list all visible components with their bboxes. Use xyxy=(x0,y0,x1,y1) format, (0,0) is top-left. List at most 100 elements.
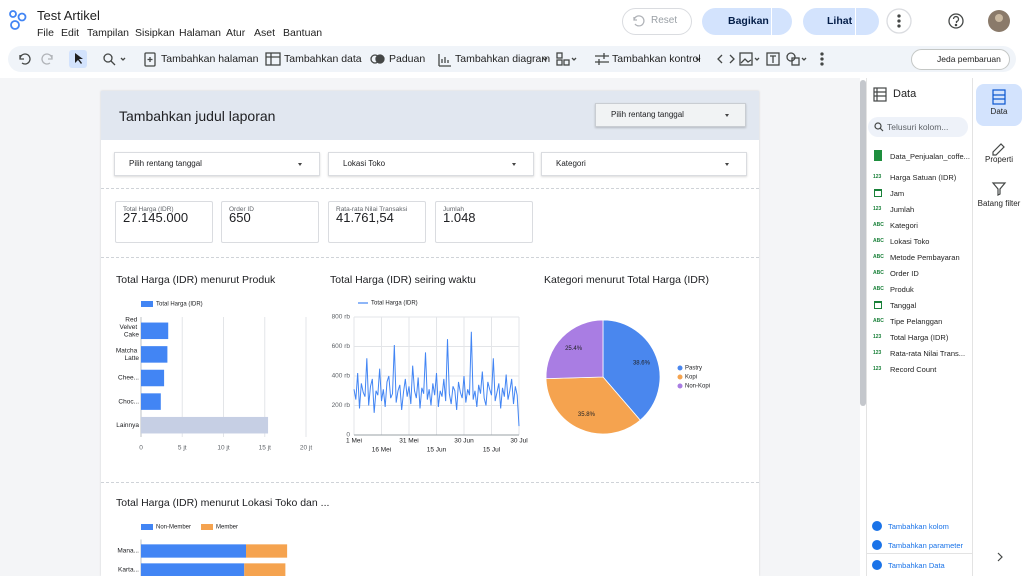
share-button[interactable] xyxy=(702,8,792,35)
filter-label: Kategori xyxy=(556,159,586,168)
field-date-icon xyxy=(874,189,882,197)
scorecard-value: 41.761,54 xyxy=(336,210,394,225)
field-name[interactable]: Total Harga (IDR) xyxy=(890,332,949,342)
field-name[interactable]: Rata-rata Nilai Trans... xyxy=(890,348,966,358)
field-type-icon: 123 xyxy=(873,174,882,180)
search-box[interactable] xyxy=(868,117,968,137)
scorecard-label: Order ID xyxy=(229,205,254,213)
scorecard[interactable] xyxy=(435,201,533,243)
logo xyxy=(9,10,27,30)
rail-label[interactable]: Properti xyxy=(984,155,1013,164)
plus-icon xyxy=(872,540,882,550)
field-type-icon: 123 xyxy=(873,206,882,212)
field-name[interactable]: Order ID xyxy=(890,268,919,278)
plus-icon xyxy=(872,521,882,531)
scorecard[interactable] xyxy=(328,201,426,243)
rail-active-tile[interactable] xyxy=(976,84,1022,126)
field-type-icon: ABC xyxy=(873,238,884,244)
panel-link[interactable]: Tambahkan Data xyxy=(888,560,945,570)
panel-divider xyxy=(866,553,973,554)
panel-title: Data xyxy=(893,88,917,100)
pause-button[interactable] xyxy=(911,49,1010,70)
field-date-icon xyxy=(874,301,882,309)
toolbar-button[interactable]: Tambahkan diagram xyxy=(455,52,551,65)
scorecard-label: Rata-rata Nilai Transaksi xyxy=(336,205,408,213)
report-title[interactable]: Tambahkan judul laporan xyxy=(119,108,276,124)
scrollbar[interactable] xyxy=(860,80,866,406)
share-divider xyxy=(771,8,772,35)
field-name[interactable]: Jam xyxy=(890,188,905,198)
scorecard-value: 1.048 xyxy=(443,210,476,225)
toolbar-button[interactable]: Tambahkan halaman xyxy=(161,52,259,65)
field-name[interactable]: Record Count xyxy=(890,364,937,374)
view-button[interactable] xyxy=(803,8,879,35)
scorecard-value: 27.145.000 xyxy=(123,210,189,225)
field-type-icon: 123 xyxy=(873,350,882,356)
menu-item[interactable]: Edit xyxy=(61,26,80,39)
separator xyxy=(101,188,759,189)
menu-item[interactable]: Tampilan xyxy=(87,26,130,39)
share-label: Bagikan xyxy=(728,14,769,27)
toolbar-button[interactable]: Paduan xyxy=(389,52,426,65)
field-type-icon: 123 xyxy=(873,366,882,372)
rail-label[interactable]: Batang filter xyxy=(977,199,1021,208)
menu-item[interactable]: Halaman xyxy=(179,26,222,39)
field-name[interactable]: Tanggal xyxy=(890,300,917,310)
filter-label: Lokasi Toko xyxy=(343,159,386,168)
toolbar-bg xyxy=(8,46,1016,72)
doc-title[interactable]: Test Artikel xyxy=(37,8,100,23)
field-type-icon: ABC xyxy=(873,254,884,260)
filter-control[interactable] xyxy=(541,152,747,176)
field-name[interactable]: Jumlah xyxy=(890,204,915,214)
toolbar-button[interactable]: Tambahkan kontrol xyxy=(612,52,701,65)
panel-link[interactable]: Tambahkan parameter xyxy=(888,540,964,550)
toolbar-button[interactable]: Tambahkan data xyxy=(284,52,362,65)
rail-label[interactable]: Data xyxy=(990,107,1008,116)
dropdown-caret xyxy=(725,163,729,166)
side-panel xyxy=(866,78,973,576)
separator xyxy=(101,482,759,483)
dropdown-caret xyxy=(298,163,302,166)
reset-label: Reset xyxy=(651,15,678,26)
scorecard[interactable] xyxy=(221,201,319,243)
filter-control[interactable] xyxy=(328,152,534,176)
menu-item[interactable]: Bantuan xyxy=(283,26,323,39)
reset-button[interactable] xyxy=(622,8,692,35)
menu-item[interactable]: Aset xyxy=(254,26,276,39)
date-picker[interactable] xyxy=(595,103,746,127)
menu-item[interactable]: File xyxy=(37,26,54,39)
data-source[interactable]: Data_Penjualan_coffe... xyxy=(890,151,970,161)
field-name[interactable]: Kategori xyxy=(890,220,918,230)
field-type-icon: ABC xyxy=(873,270,884,276)
field-type-icon: ABC xyxy=(873,318,884,324)
scorecard-label: Jumlah xyxy=(443,205,464,213)
field-name[interactable]: Produk xyxy=(890,284,914,294)
plus-icon xyxy=(872,560,882,570)
filter-label: Pilih rentang tanggal xyxy=(129,159,202,168)
pause-label: Jeda pembaruan xyxy=(937,53,1001,64)
scorecard[interactable] xyxy=(115,201,213,243)
field-type-icon: ABC xyxy=(873,222,884,228)
menu-item[interactable]: Sisipkan xyxy=(135,26,175,39)
date-picker-label: Pilih rentang tanggal xyxy=(611,110,684,119)
field-name[interactable]: Lokasi Toko xyxy=(890,236,930,246)
field-type-icon: ABC xyxy=(873,286,884,292)
search-placeholder: Telusuri kolom... xyxy=(887,121,949,132)
dropdown-caret xyxy=(725,114,729,117)
filter-control[interactable] xyxy=(114,152,320,176)
field-name[interactable]: Harga Satuan (IDR) xyxy=(890,172,957,182)
scorecard-value: 650 xyxy=(229,210,251,225)
view-label: Lihat xyxy=(827,14,853,27)
dropdown-caret xyxy=(512,163,516,166)
panel-icons xyxy=(873,87,1007,562)
panel-link[interactable]: Tambahkan kolom xyxy=(888,521,949,531)
field-type-icon: 123 xyxy=(873,334,882,340)
field-name[interactable]: Metode Pembayaran xyxy=(890,252,960,262)
field-name[interactable]: Tipe Pelanggan xyxy=(890,316,943,326)
view-divider xyxy=(855,8,856,35)
scorecard-label: Total Harga (IDR) xyxy=(123,205,174,213)
separator xyxy=(101,257,759,258)
menu-item[interactable]: Atur xyxy=(226,26,246,39)
